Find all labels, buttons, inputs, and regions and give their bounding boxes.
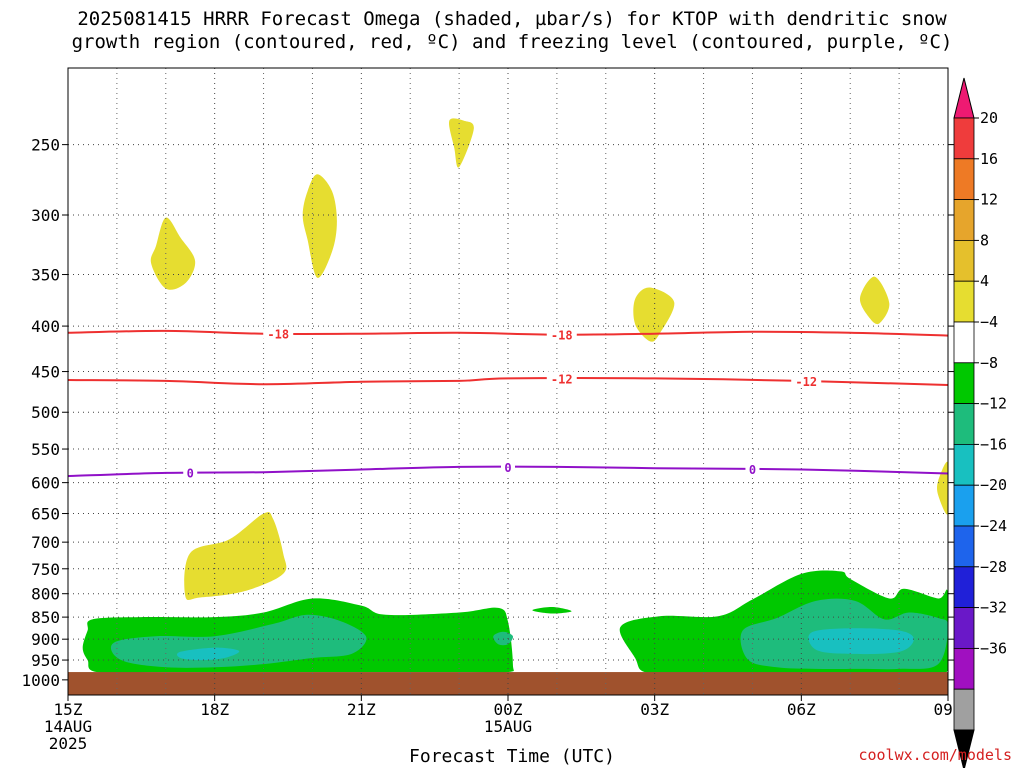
omega-region-10 [110, 614, 367, 668]
colorbar-label-5: −4 [980, 313, 998, 331]
xtick-label-21Z: 21Z [347, 700, 376, 719]
colorbar-label-9: −20 [980, 476, 1007, 494]
title-line-2: growth region (contoured, red, ºC) and f… [71, 31, 953, 53]
xtick-date-15Z: 14AUG [44, 717, 92, 736]
x-axis-label: Forecast Time (UTC) [409, 746, 615, 767]
colorbar-box-14 [953, 688, 975, 731]
xtick-label-03Z: 03Z [640, 700, 669, 719]
ytick-label-700: 700 [31, 533, 60, 552]
ytick-label-400: 400 [31, 317, 60, 336]
omega-region-8 [532, 606, 572, 614]
contour-freezing-level-0 [68, 465, 948, 478]
contour-label-bg [263, 326, 294, 341]
xtick-label-00Z: 00Z [494, 700, 523, 719]
colorbar-label-8: −16 [980, 435, 1007, 453]
contour-label-bg [546, 327, 577, 342]
omega-region-1 [302, 174, 337, 278]
omega-region-6 [184, 512, 287, 601]
ytick-label-800: 800 [31, 585, 60, 604]
chart-title: 2025081415 HRRR Forecast Omega (shaded, … [0, 8, 1024, 54]
omega-region-3 [633, 287, 675, 342]
pressure-axis: 250 300 350 400 450 500 550 600 650 700 750 800 850 9… [21, 136, 954, 690]
credit-link[interactable]: coolwx.com/models [858, 746, 1012, 764]
ytick-label-550: 550 [31, 440, 60, 459]
colorbar-box-11 [953, 566, 975, 608]
gridlines [68, 68, 948, 695]
colorbar-label-11: −28 [980, 558, 1007, 576]
xtick-year-15Z: 2025 [49, 734, 88, 753]
colorbar-label-4: 4 [980, 272, 989, 290]
omega-region-4 [859, 276, 890, 325]
colorbar-box-13 [953, 648, 975, 690]
colorbar-label-0: 20 [980, 109, 998, 127]
contour-temperature--12 [68, 377, 948, 386]
colorbar-label-6: −8 [980, 354, 998, 372]
colorbar-label-13: −36 [980, 639, 1007, 657]
colorbar: 20 16 12 8 4 −4 −8 −12 −16 −20 −24 −28 −32 −36 [953, 77, 1007, 768]
colorbar-box-3 [953, 239, 975, 282]
xtick-label-15Z: 15Z [54, 700, 83, 719]
title-line-1: 2025081415 HRRR Forecast Omega (shaded, … [77, 8, 947, 30]
contour-label-bg [501, 459, 515, 474]
omega-region-13 [176, 647, 240, 661]
ytick-label-500: 500 [31, 403, 60, 422]
colorbar-bottom-arrow [953, 729, 975, 768]
colorbar-box-5 [953, 321, 975, 364]
omega-region-0 [448, 118, 474, 168]
xtick-label-18Z: 18Z [200, 700, 229, 719]
ytick-label-350: 350 [31, 266, 60, 285]
ytick-label-950: 950 [31, 651, 60, 670]
colorbar-label-1: 16 [980, 150, 998, 168]
colorbar-label-2: 12 [980, 191, 998, 209]
colorbar-label-10: −24 [980, 517, 1007, 535]
colorbar-box-6 [953, 362, 975, 404]
ytick-label-450: 450 [31, 363, 60, 382]
contour-label: -12 [795, 375, 817, 389]
contour-label: 0 [504, 461, 511, 475]
omega-region-11 [493, 631, 514, 646]
colorbar-box-1 [953, 158, 975, 201]
omega-shading [82, 118, 948, 678]
contour-label: 0 [187, 467, 194, 481]
ytick-label-250: 250 [31, 136, 60, 155]
contour-temperature--18 [68, 329, 948, 337]
ytick-label-850: 850 [31, 608, 60, 627]
colorbar-box-9 [953, 484, 975, 527]
contour-label: 0 [749, 463, 756, 477]
contour-label-bg [745, 462, 760, 477]
omega-region-2 [150, 217, 196, 290]
colorbar-label-7: −12 [980, 395, 1007, 413]
ytick-label-600: 600 [31, 474, 60, 493]
contour-label-bg [546, 371, 577, 386]
ytick-label-300: 300 [31, 206, 60, 225]
ytick-label-750: 750 [31, 560, 60, 579]
omega-region-14 [808, 628, 914, 655]
ytick-label-1000: 1000 [21, 671, 60, 690]
colorbar-box-0 [953, 117, 975, 160]
contour-label: -18 [267, 328, 289, 342]
colorbar-top-arrow [953, 77, 975, 119]
colorbar-label-12: −32 [980, 599, 1007, 617]
colorbar-box-8 [953, 443, 975, 486]
colorbar-label-3: 8 [980, 231, 989, 249]
contour-label-bg [183, 465, 198, 480]
colorbar-box-10 [953, 525, 975, 568]
ytick-label-650: 650 [31, 505, 60, 524]
contour-label: -12 [551, 372, 573, 386]
colorbar-box-7 [953, 403, 975, 445]
colorbar-box-12 [953, 607, 975, 649]
contour-label: -18 [551, 329, 573, 343]
omega-region-5 [937, 461, 948, 515]
colorbar-box-4 [953, 280, 975, 323]
contour-lines: -18 -18 -12 -12 0 0 0 [68, 326, 948, 481]
colorbar-box-2 [953, 199, 975, 241]
contour-label-bg [791, 374, 822, 389]
ytick-label-900: 900 [31, 630, 60, 649]
xtick-label-06Z: 06Z [787, 700, 816, 719]
xtick-date-00Z: 15AUG [484, 717, 532, 736]
